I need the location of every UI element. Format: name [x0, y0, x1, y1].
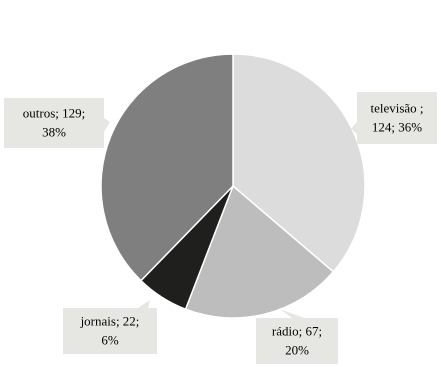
- data-label-radio: rádio; 67; 20%: [256, 309, 338, 364]
- data-labels: televisão ; 124; 36% rádio; 67; 20% jornais;…: [4, 92, 437, 364]
- label-text-line: 6%: [101, 333, 119, 348]
- label-text-line: 20%: [285, 343, 309, 358]
- label-text-line: rádio; 67;: [272, 324, 322, 339]
- label-pointer: [138, 300, 150, 308]
- pie-slice-outros: [100, 53, 234, 282]
- label-text-line: outros; 129;: [23, 106, 85, 121]
- label-text-line: 38%: [42, 125, 66, 140]
- pie-slice-radio: [184, 184, 335, 319]
- data-label-televisao: televisão ; 124; 36%: [351, 92, 437, 144]
- data-label-jornais: jornais; 22; 6%: [63, 300, 157, 354]
- data-label-outros: outros; 129; 38%: [4, 98, 110, 148]
- label-text-line: televisão ;: [370, 101, 423, 116]
- pie-slice-televisao: [232, 53, 366, 273]
- pie-slices: [100, 53, 366, 319]
- label-box: [63, 308, 157, 354]
- label-box: [256, 318, 338, 364]
- label-pointer: [351, 122, 357, 134]
- label-pointer: [104, 118, 110, 132]
- label-text-line: jornais; 22;: [80, 314, 140, 329]
- label-text-line: 124; 36%: [372, 120, 422, 135]
- label-box: [357, 92, 437, 144]
- label-box: [4, 98, 104, 148]
- label-pointer: [280, 309, 304, 318]
